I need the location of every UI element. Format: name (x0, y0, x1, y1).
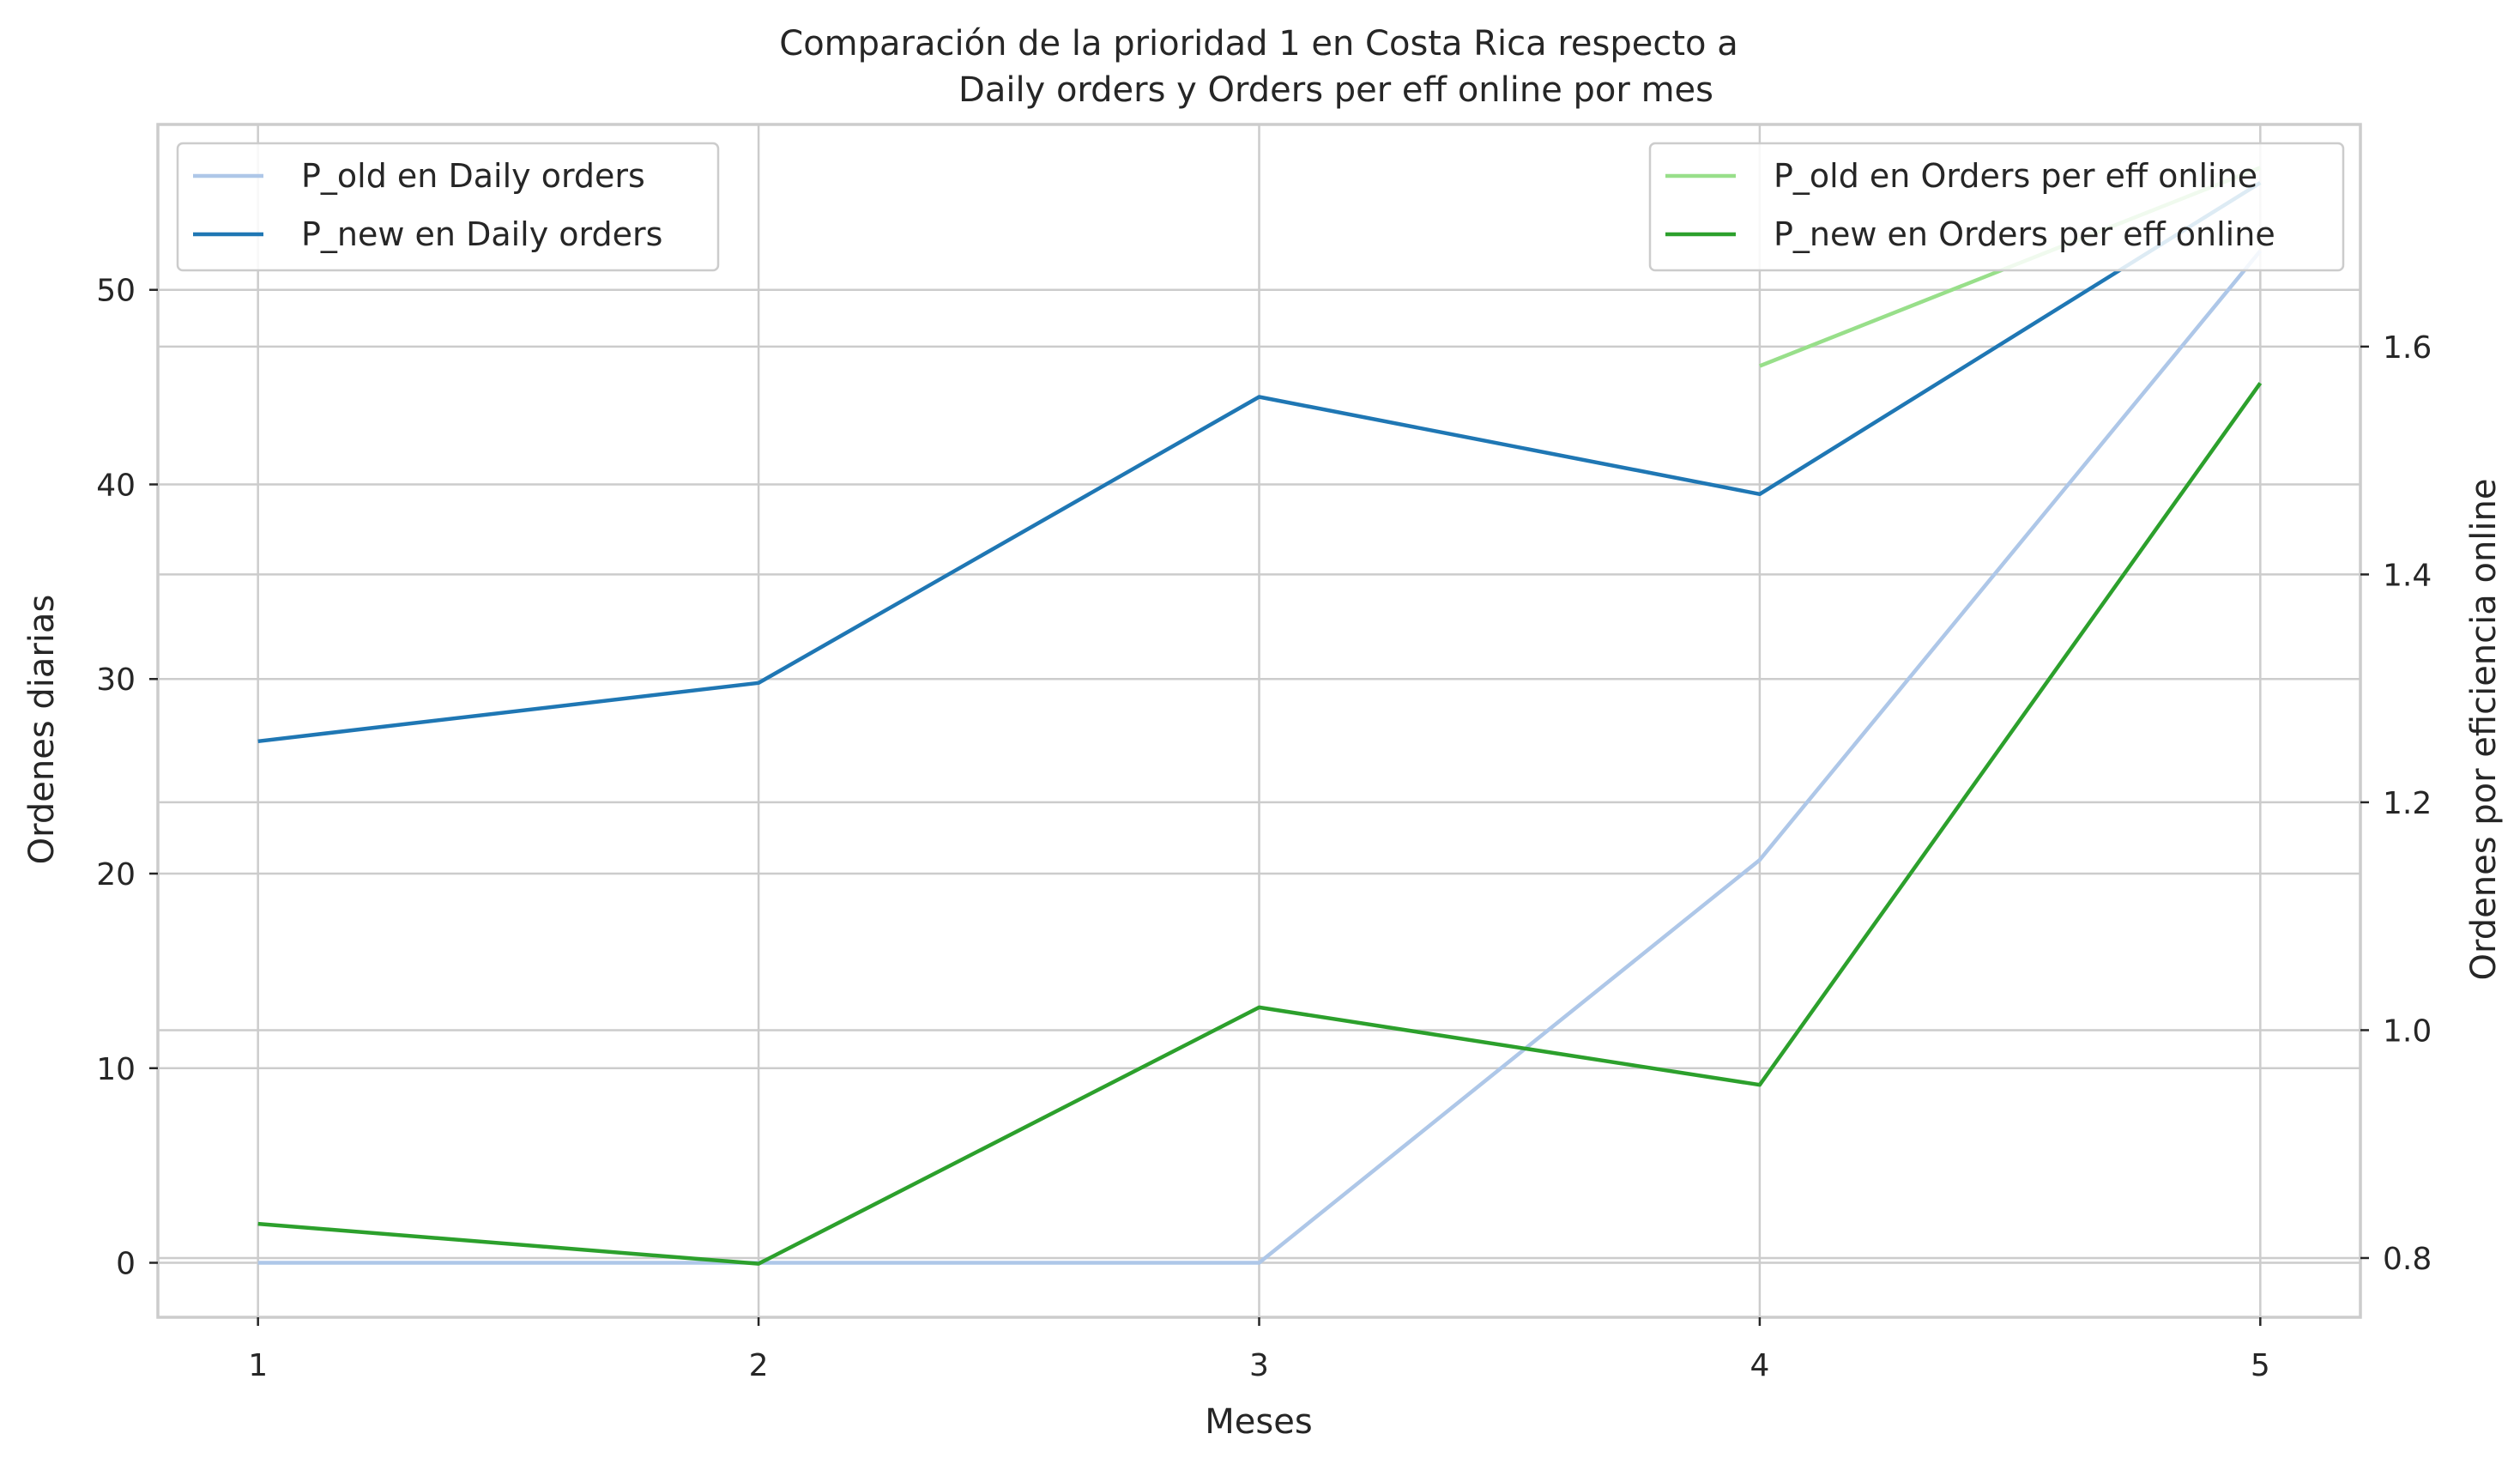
left-y-tick-label: 10 (96, 1052, 136, 1087)
legend-label: P_old en Daily orders (301, 157, 645, 195)
left-y-tick-label: 40 (96, 468, 136, 503)
left-y-axis-label: Ordenes diarias (22, 595, 62, 865)
chart-title-line-1: Comparación de la prioridad 1 en Costa R… (779, 24, 1737, 64)
legend-box (176, 142, 720, 272)
legend-label: P_old en Orders per eff online (1774, 157, 2257, 195)
right-y-tick-label: 1.4 (2383, 558, 2432, 593)
legend-label: P_new en Orders per eff online (1774, 215, 2275, 253)
x-tick-label: 3 (1249, 1348, 1269, 1383)
right-y-axis-ticks: 0.8 1.0 1.2 1.4 1.6 (2360, 330, 2432, 1277)
left-y-tick-label: 0 (116, 1247, 136, 1282)
legend-box (1648, 142, 2345, 272)
legend-orders-per-eff: P_old en Orders per eff online P_new en O… (1648, 142, 2345, 272)
left-y-tick-label: 50 (96, 274, 136, 309)
right-y-tick-label: 1.0 (2383, 1013, 2432, 1049)
series-line-p-old-daily-orders (257, 249, 2263, 1265)
x-axis-label: Meses (1205, 1402, 1312, 1442)
left-y-axis-ticks: 0 10 20 30 40 50 (96, 274, 158, 1282)
legend-label: P_new en Daily orders (301, 215, 662, 253)
left-y-tick-label: 30 (96, 662, 136, 698)
right-y-tick-label: 1.6 (2383, 330, 2432, 366)
chart-title-line-2: Daily orders y Orders per eff online por… (958, 70, 1713, 110)
series-layer (257, 166, 2263, 1266)
legend-daily-orders: P_old en Daily orders P_new en Daily orde… (176, 142, 720, 272)
series-line-p-new-daily-orders (257, 181, 2262, 744)
x-tick-label: 2 (749, 1348, 769, 1383)
x-gridlines (257, 124, 2262, 1317)
x-tick-label: 4 (1749, 1348, 1769, 1383)
series-line-p-new-orders-per-eff (257, 382, 2263, 1266)
x-tick-label: 5 (2251, 1348, 2270, 1383)
right-y-axis-label: Ordenes por eficiencia online (2464, 479, 2504, 981)
right-y-tick-label: 1.2 (2383, 786, 2432, 821)
x-tick-label: 1 (248, 1348, 268, 1383)
x-axis-ticks: 1 2 3 4 5 (248, 1317, 2270, 1383)
left-y-tick-label: 20 (96, 857, 136, 892)
right-y-tick-label: 0.8 (2383, 1242, 2432, 1277)
